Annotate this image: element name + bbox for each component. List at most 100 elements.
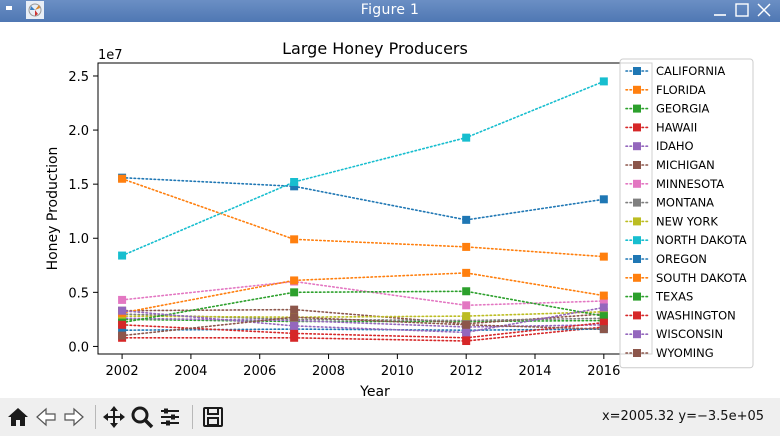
toolbar-separator <box>192 405 193 429</box>
data-point <box>290 313 299 322</box>
series-line <box>121 321 605 339</box>
home-icon[interactable] <box>6 405 30 429</box>
legend-marker <box>633 349 641 357</box>
x-tick-label: 2004 <box>174 364 207 379</box>
data-point <box>290 305 299 314</box>
series-line <box>121 280 605 307</box>
app-menu-icon[interactable] <box>4 3 14 13</box>
navigation-toolbar: x=2005.32 y=−3.5e+05 <box>0 398 780 436</box>
data-point <box>290 182 299 191</box>
data-point <box>462 301 471 310</box>
data-point <box>599 77 608 86</box>
legend-label: NEW YORK <box>656 214 718 228</box>
data-point <box>118 320 127 329</box>
x-axis-label: Year <box>359 384 390 398</box>
data-point <box>462 312 471 321</box>
y-tick-label: 1.0 <box>68 232 89 247</box>
y-tick-label: 0.0 <box>68 340 89 355</box>
chart-title: Large Honey Producers <box>282 39 468 58</box>
data-point <box>118 331 127 340</box>
data-point <box>118 174 127 183</box>
legend-label: GEORGIA <box>656 102 710 116</box>
data-point <box>290 329 299 338</box>
legend-label: WISCONSIN <box>656 327 723 341</box>
toolbar-separator <box>95 405 96 429</box>
data-point <box>599 291 608 300</box>
legend-marker <box>633 179 641 188</box>
legend-marker <box>633 311 641 320</box>
legend-label: WASHINGTON <box>656 308 736 322</box>
back-icon[interactable] <box>34 405 58 429</box>
data-point <box>462 328 471 337</box>
data-point <box>290 276 299 285</box>
maximize-icon[interactable] <box>734 2 750 18</box>
series-line <box>121 272 605 314</box>
legend-label: MONTANA <box>656 196 714 210</box>
series-line <box>121 310 605 319</box>
data-point <box>118 295 127 304</box>
legend-marker <box>633 255 641 263</box>
data-point <box>599 325 608 334</box>
legend-marker <box>633 273 641 282</box>
y-tick-label: 0.5 <box>68 286 89 301</box>
x-tick-label: 2008 <box>312 364 345 379</box>
figure-canvas[interactable]: Large Honey Producers 0.0 0.5 1.0 1.5 2.0 2.5 1… <box>0 22 780 398</box>
data-point <box>462 320 471 329</box>
series-line <box>121 290 605 324</box>
close-icon[interactable] <box>756 2 772 18</box>
minimize-icon[interactable] <box>712 2 728 18</box>
series-line <box>121 176 605 221</box>
window-title: Figure 1 <box>360 2 420 18</box>
data-point <box>462 287 471 296</box>
y-tick-label: 2.0 <box>68 124 89 139</box>
data-point <box>462 268 471 277</box>
figure-logo-icon <box>26 1 44 19</box>
legend-label: OREGON <box>656 252 707 266</box>
save-icon[interactable] <box>201 405 225 429</box>
legend-box <box>619 58 754 369</box>
data-point <box>290 288 299 297</box>
data-point <box>599 296 608 305</box>
data-point <box>462 242 471 251</box>
legend-label: FLORIDA <box>656 83 706 97</box>
data-point <box>462 316 471 325</box>
y-axis-label: Honey Production <box>45 147 61 271</box>
data-point <box>118 306 127 315</box>
data-point <box>462 215 471 224</box>
x-tick-label: 2010 <box>381 364 414 379</box>
chart: Large Honey Producers 0.0 0.5 1.0 1.5 2.0 2.5 1… <box>45 39 754 398</box>
plot-frame <box>97 62 653 355</box>
x-tick-label: 2016 <box>587 364 620 379</box>
data-point <box>290 321 299 330</box>
data-point <box>290 177 299 186</box>
zoom-icon[interactable] <box>130 405 154 429</box>
legend-label: SOUTH DAKOTA <box>656 271 747 285</box>
data-point <box>599 307 608 316</box>
legend-label: IDAHO <box>656 139 694 153</box>
legend-marker <box>633 161 641 169</box>
data-point <box>599 318 608 327</box>
data-point <box>599 312 608 321</box>
x-tick-label: 2006 <box>243 364 276 379</box>
data-point <box>118 251 127 260</box>
legend-label: WYOMING <box>656 346 714 360</box>
pan-icon[interactable] <box>102 405 126 429</box>
series-line <box>121 318 605 323</box>
series-line <box>121 317 605 328</box>
forward-icon[interactable] <box>62 405 86 429</box>
series-line <box>121 316 605 337</box>
title-bar: Figure 1 <box>0 0 780 22</box>
legend-marker <box>633 198 641 207</box>
y-offset-label: 1e7 <box>98 48 123 63</box>
data-point <box>462 133 471 142</box>
legend-label: TEXAS <box>655 290 693 304</box>
cursor-coordinates: x=2005.32 y=−3.5e+05 <box>601 409 764 424</box>
subplots-icon[interactable] <box>158 405 182 429</box>
legend-marker <box>633 142 641 151</box>
data-point <box>599 195 608 204</box>
legend-label: MINNESOTA <box>656 177 724 191</box>
legend-marker <box>633 330 641 339</box>
y-tick-label: 1.5 <box>68 178 89 193</box>
data-point <box>599 303 608 312</box>
legend-label: CALIFORNIA <box>656 64 725 78</box>
